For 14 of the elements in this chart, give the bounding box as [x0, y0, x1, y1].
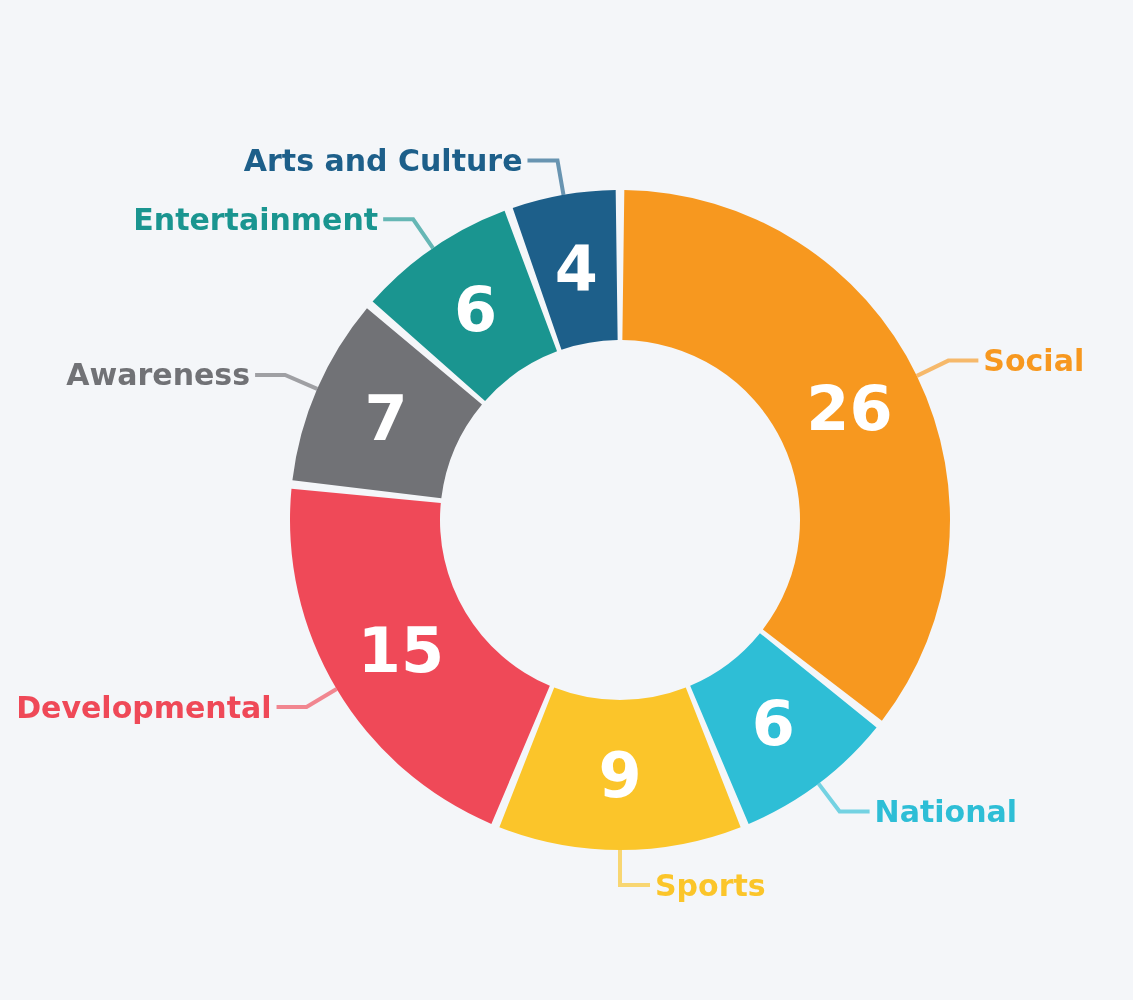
- data-label: 26: [806, 372, 893, 446]
- data-label: 6: [751, 687, 795, 761]
- slice-label: Developmental: [16, 689, 272, 725]
- slice-label: National: [874, 794, 1018, 830]
- slice-label: Awareness: [66, 357, 251, 393]
- data-label: 6: [453, 273, 498, 347]
- data-label: 7: [364, 382, 408, 456]
- slice-label: Social: [983, 343, 1085, 379]
- slice-label: Arts and Culture: [243, 142, 523, 178]
- slice-label: Sports: [655, 867, 766, 903]
- data-label: 15: [357, 614, 445, 688]
- data-label: 9: [598, 738, 642, 812]
- slice-label: Entertainment: [133, 201, 379, 237]
- data-label: 4: [554, 232, 598, 306]
